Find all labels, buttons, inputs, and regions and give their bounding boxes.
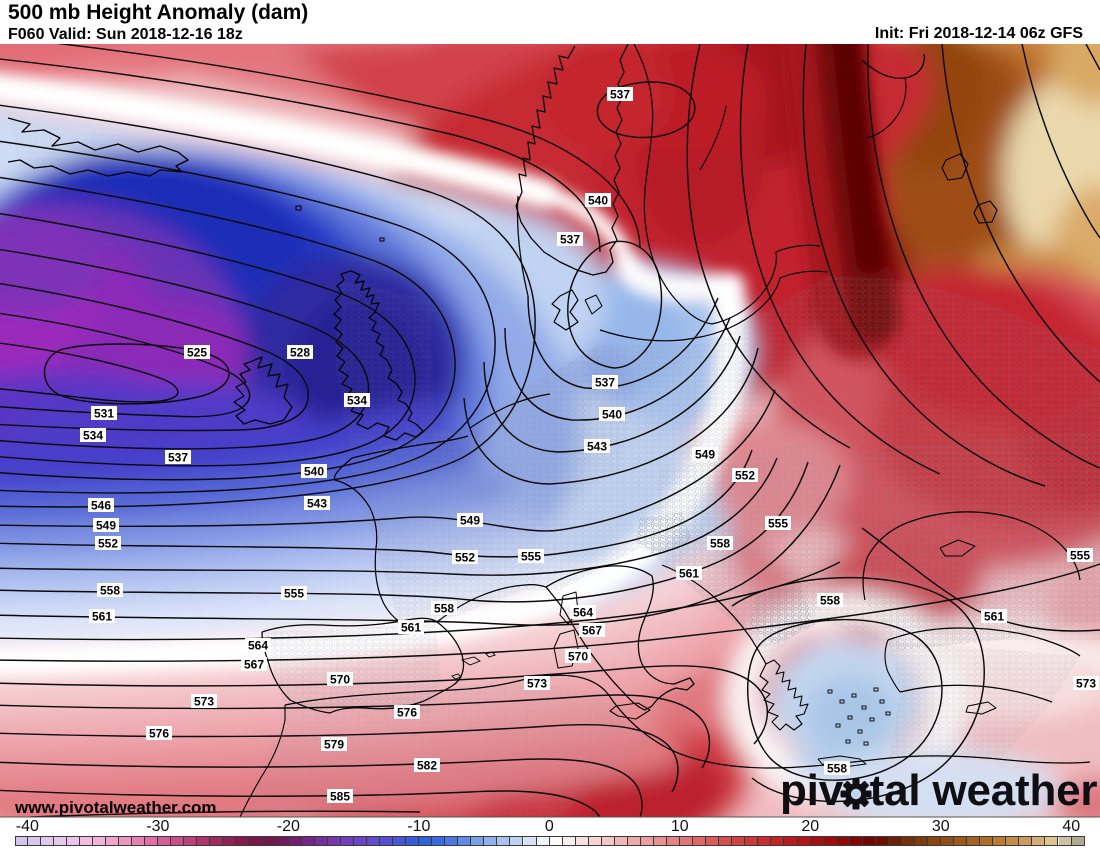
svg-text:576: 576 xyxy=(149,727,169,741)
svg-text:540: 540 xyxy=(304,465,324,479)
svg-text:564: 564 xyxy=(573,606,593,620)
svg-text:561: 561 xyxy=(401,621,421,635)
svg-text:561: 561 xyxy=(679,567,699,581)
svg-text:528: 528 xyxy=(290,346,310,360)
svg-text:549: 549 xyxy=(460,514,480,528)
svg-text:561: 561 xyxy=(984,610,1004,624)
svg-text:540: 540 xyxy=(602,408,622,422)
svg-text:543: 543 xyxy=(307,497,327,511)
svg-text:582: 582 xyxy=(417,759,437,773)
svg-text:558: 558 xyxy=(434,602,454,616)
svg-text:525: 525 xyxy=(187,346,207,360)
svg-text:570: 570 xyxy=(568,650,588,664)
svg-text:558: 558 xyxy=(820,594,840,608)
svg-text:558: 558 xyxy=(100,584,120,598)
svg-text:546: 546 xyxy=(91,499,111,513)
svg-text:567: 567 xyxy=(244,658,264,672)
svg-text:585: 585 xyxy=(330,790,350,804)
svg-text:561: 561 xyxy=(92,610,112,624)
svg-text:537: 537 xyxy=(560,233,580,247)
svg-text:534: 534 xyxy=(347,394,367,408)
svg-text:579: 579 xyxy=(324,738,344,752)
svg-text:552: 552 xyxy=(98,537,118,551)
svg-text:555: 555 xyxy=(284,587,304,601)
svg-text:549: 549 xyxy=(695,448,715,462)
svg-text:552: 552 xyxy=(455,551,475,565)
svg-text:573: 573 xyxy=(194,695,214,709)
svg-text:573: 573 xyxy=(527,677,547,691)
svg-text:567: 567 xyxy=(582,624,602,638)
svg-text:537: 537 xyxy=(168,451,188,465)
svg-text:552: 552 xyxy=(735,469,755,483)
svg-text:558: 558 xyxy=(827,762,847,776)
svg-text:555: 555 xyxy=(521,550,541,564)
svg-text:570: 570 xyxy=(330,673,350,687)
svg-text:531: 531 xyxy=(94,407,114,421)
svg-text:558: 558 xyxy=(710,537,730,551)
svg-text:576: 576 xyxy=(397,706,417,720)
svg-text:564: 564 xyxy=(248,639,268,653)
svg-text:555: 555 xyxy=(768,517,788,531)
svg-text:549: 549 xyxy=(96,519,116,533)
svg-text:540: 540 xyxy=(588,194,608,208)
svg-text:534: 534 xyxy=(83,429,103,443)
svg-text:537: 537 xyxy=(595,376,615,390)
svg-text:573: 573 xyxy=(1076,677,1096,691)
svg-text:543: 543 xyxy=(587,440,607,454)
svg-text:555: 555 xyxy=(1070,549,1090,563)
svg-text:537: 537 xyxy=(610,88,630,102)
